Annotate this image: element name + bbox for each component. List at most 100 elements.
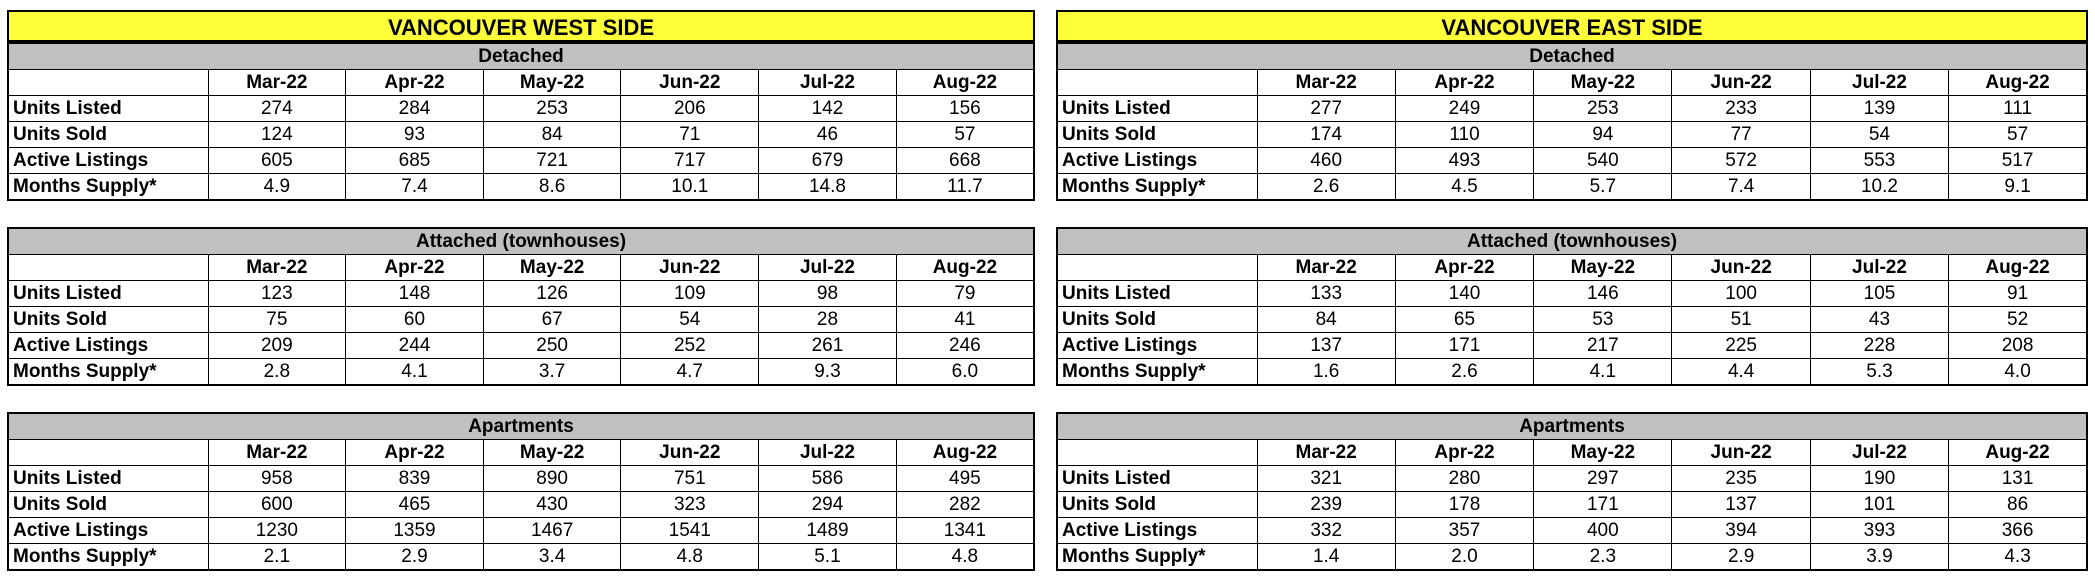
cell: 123 xyxy=(207,280,347,307)
cell: 321 xyxy=(1256,465,1396,492)
panel-title: VANCOUVER EAST SIDE xyxy=(1056,10,2088,42)
month-header: Aug-22 xyxy=(895,69,1035,96)
data-row: Units Listed 274 284 253 206 142 156 xyxy=(7,95,1035,122)
section-title: Apartments xyxy=(1056,412,2088,440)
row-label: Active Listings xyxy=(1056,147,1258,174)
cell: 6.0 xyxy=(895,358,1035,386)
row-label: Months Supply* xyxy=(7,358,209,386)
cell: 5.7 xyxy=(1533,173,1673,201)
row-label: Months Supply* xyxy=(1056,543,1258,571)
cell: 171 xyxy=(1394,332,1535,359)
cell: 252 xyxy=(620,332,760,359)
cell: 3.7 xyxy=(482,358,622,386)
data-row: Units Sold 239 178 171 137 101 86 xyxy=(1056,491,2088,518)
cell: 4.3 xyxy=(1948,543,2088,571)
row-label: Active Listings xyxy=(7,147,209,174)
cell: 2.6 xyxy=(1256,173,1396,201)
cell: 890 xyxy=(482,465,622,492)
cell: 110 xyxy=(1394,121,1535,148)
row-label: Months Supply* xyxy=(7,543,209,571)
cell: 133 xyxy=(1256,280,1396,307)
row-label: Months Supply* xyxy=(1056,358,1258,386)
cell: 105 xyxy=(1809,280,1950,307)
month-header: Mar-22 xyxy=(1256,254,1396,281)
cell: 3.9 xyxy=(1809,543,1950,571)
cell: 4.1 xyxy=(345,358,484,386)
cell: 1230 xyxy=(207,517,347,544)
cell: 79 xyxy=(895,280,1035,307)
cell: 586 xyxy=(758,465,897,492)
data-row: Units Listed 958 839 890 751 586 495 xyxy=(7,465,1035,492)
cell: 60 xyxy=(345,306,484,333)
month-row: Mar-22 Apr-22 May-22 Jun-22 Jul-22 Aug-22 xyxy=(7,439,1035,466)
cell: 1489 xyxy=(758,517,897,544)
body: Attached (townhouses) Mar-22 Apr-22 May-22 J… xyxy=(7,227,1035,386)
cell: 131 xyxy=(1948,465,2088,492)
month-header: Aug-22 xyxy=(895,254,1035,281)
empty-cell xyxy=(7,254,209,281)
cell: 250 xyxy=(482,332,622,359)
cell: 394 xyxy=(1671,517,1811,544)
cell: 4.4 xyxy=(1671,358,1811,386)
body: Detached Mar-22 Apr-22 May-22 Jun-22 Jul-22 Au… xyxy=(1056,42,2088,201)
cell: 54 xyxy=(1809,121,1950,148)
cell: 46 xyxy=(758,121,897,148)
empty-cell xyxy=(1056,254,1258,281)
cell: 109 xyxy=(620,280,760,307)
body: Apartments Mar-22 Apr-22 May-22 Jun-22 Jul-22… xyxy=(7,412,1035,571)
month-header: Aug-22 xyxy=(895,439,1035,466)
section-table: Detached Mar-22 Apr-22 May-22 Jun-22 Jul-22 Au… xyxy=(7,42,1035,201)
cell: 1.6 xyxy=(1256,358,1396,386)
section-header-row: Apartments xyxy=(1056,412,2088,440)
section-title: Detached xyxy=(1056,42,2088,70)
empty-cell xyxy=(7,439,209,466)
row-label: Active Listings xyxy=(7,517,209,544)
cell: 1359 xyxy=(345,517,484,544)
section-title: Attached (townhouses) xyxy=(7,227,1035,255)
section-table: Attached (townhouses) Mar-22 Apr-22 May-22 J… xyxy=(1056,227,2088,386)
cell: 9.1 xyxy=(1948,173,2088,201)
month-header: Apr-22 xyxy=(345,254,484,281)
cell: 171 xyxy=(1533,491,1673,518)
section-table: Apartments Mar-22 Apr-22 May-22 Jun-22 Jul-22… xyxy=(7,412,1035,571)
cell: 11.7 xyxy=(895,173,1035,201)
data-row: Active Listings 605 685 721 717 679 668 xyxy=(7,147,1035,174)
cell: 5.3 xyxy=(1809,358,1950,386)
cell: 239 xyxy=(1256,491,1396,518)
month-header: Jun-22 xyxy=(1671,69,1811,96)
data-row: Units Sold 600 465 430 323 294 282 xyxy=(7,491,1035,518)
cell: 284 xyxy=(345,95,484,122)
cell: 249 xyxy=(1394,95,1535,122)
row-label: Months Supply* xyxy=(1056,173,1258,201)
month-header: Apr-22 xyxy=(345,439,484,466)
month-header: May-22 xyxy=(1533,254,1673,281)
cell: 41 xyxy=(895,306,1035,333)
panel-title: VANCOUVER WEST SIDE xyxy=(7,10,1035,42)
row-label: Units Listed xyxy=(7,95,209,122)
cell: 366 xyxy=(1948,517,2088,544)
cell: 178 xyxy=(1394,491,1535,518)
cell: 142 xyxy=(758,95,897,122)
month-header: Aug-22 xyxy=(1948,439,2088,466)
data-row: Active Listings 137 171 217 225 228 208 xyxy=(1056,332,2088,359)
cell: 7.4 xyxy=(345,173,484,201)
month-header: Jul-22 xyxy=(758,69,897,96)
cell: 493 xyxy=(1394,147,1535,174)
month-header: Jul-22 xyxy=(1809,69,1950,96)
month-row: Mar-22 Apr-22 May-22 Jun-22 Jul-22 Aug-22 xyxy=(7,69,1035,96)
month-row: Mar-22 Apr-22 May-22 Jun-22 Jul-22 Aug-22 xyxy=(1056,439,2088,466)
data-row: Units Listed 133 140 146 100 105 91 xyxy=(1056,280,2088,307)
cell: 393 xyxy=(1809,517,1950,544)
month-header: Jul-22 xyxy=(1809,439,1950,466)
month-header: May-22 xyxy=(482,439,622,466)
cell: 4.8 xyxy=(895,543,1035,571)
cell: 3.4 xyxy=(482,543,622,571)
cell: 1341 xyxy=(895,517,1035,544)
cell: 4.1 xyxy=(1533,358,1673,386)
cell: 98 xyxy=(758,280,897,307)
section-title: Detached xyxy=(7,42,1035,70)
cell: 209 xyxy=(207,332,347,359)
cell: 174 xyxy=(1256,121,1396,148)
data-row: Months Supply* 2.1 2.9 3.4 4.8 5.1 4.8 xyxy=(7,543,1035,571)
cell: 721 xyxy=(482,147,622,174)
